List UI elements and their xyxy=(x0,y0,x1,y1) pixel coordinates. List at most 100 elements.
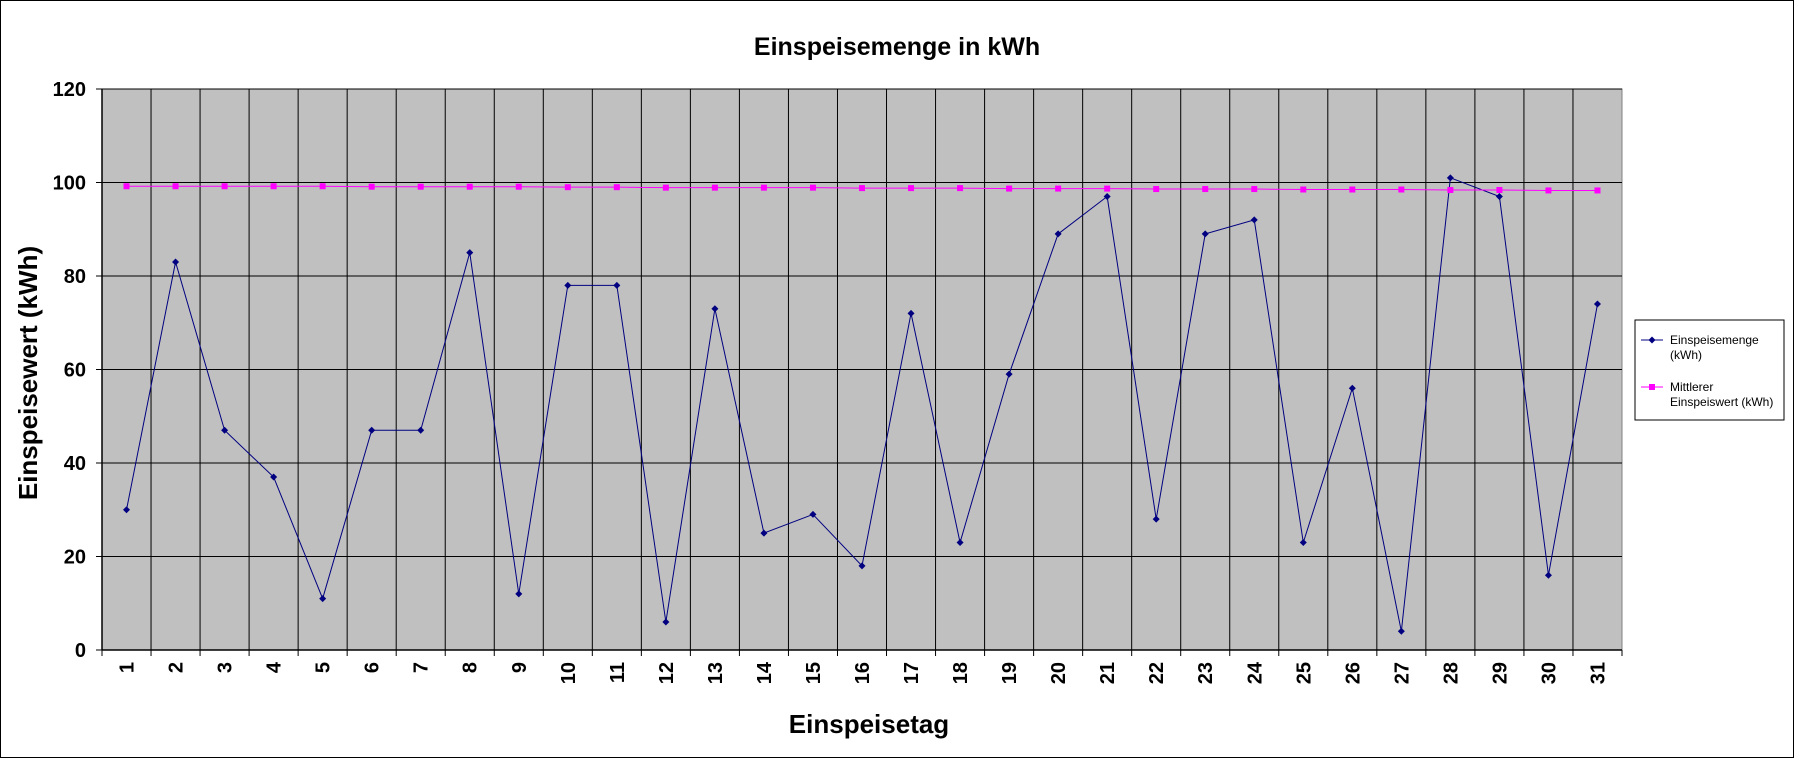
data-point xyxy=(123,183,130,190)
x-tick-label: 28 xyxy=(1440,662,1462,684)
data-point xyxy=(1496,186,1503,193)
data-point xyxy=(1398,186,1405,193)
legend-label: Einspeisemenge xyxy=(1670,333,1759,347)
data-point xyxy=(908,185,915,192)
legend-entry-1: Einspeisemenge(kWh) xyxy=(1641,333,1759,362)
x-tick-label: 13 xyxy=(705,662,727,684)
x-tick-label: 11 xyxy=(607,662,629,683)
x-tick-label: 23 xyxy=(1195,662,1217,684)
data-point xyxy=(466,183,473,190)
data-point xyxy=(711,305,719,313)
data-point xyxy=(368,426,376,434)
data-point xyxy=(711,184,718,191)
x-tick-label: 17 xyxy=(901,662,923,684)
data-point xyxy=(613,184,620,191)
data-point xyxy=(809,184,816,191)
data-point xyxy=(760,184,767,191)
y-tick-label: 120 xyxy=(53,79,86,101)
data-point xyxy=(1251,186,1258,193)
x-tick-label: 6 xyxy=(362,662,384,673)
y-axis-title: Einspeisewert (kWh) xyxy=(13,246,43,500)
data-point xyxy=(172,258,180,266)
data-point xyxy=(858,562,866,570)
x-tick-label: 25 xyxy=(1293,662,1315,684)
data-point xyxy=(515,183,522,190)
x-tick-label: 24 xyxy=(1244,661,1266,684)
x-tick-label: 14 xyxy=(754,661,776,684)
data-point xyxy=(809,510,817,518)
legend-label: Mittlerer xyxy=(1670,380,1713,394)
chart-title: Einspeisemenge in kWh xyxy=(754,33,1040,61)
series-2 xyxy=(123,183,1601,194)
x-tick-label: 15 xyxy=(803,662,825,684)
data-point xyxy=(1495,193,1503,201)
data-point xyxy=(123,506,131,514)
legend-label: Einspeiswert (kWh) xyxy=(1670,395,1773,409)
data-point xyxy=(172,183,179,190)
legend: Einspeisemenge(kWh) MittlererEinspeiswert… xyxy=(1634,319,1785,421)
x-tick-label: 20 xyxy=(1048,662,1070,684)
y-tick-label: 100 xyxy=(53,173,86,195)
data-point xyxy=(319,183,326,190)
x-tick-label: 2 xyxy=(166,662,188,673)
y-tick-label: 40 xyxy=(64,453,86,475)
x-tick-label: 29 xyxy=(1489,662,1511,684)
x-tick-label: 7 xyxy=(411,662,433,673)
x-tick-label: 18 xyxy=(950,662,972,684)
x-tick-label: 19 xyxy=(999,662,1021,684)
x-tick-label: 5 xyxy=(313,662,335,673)
data-point xyxy=(417,426,425,434)
data-point xyxy=(907,309,915,317)
data-point xyxy=(1005,370,1013,378)
x-tick-label: 12 xyxy=(656,662,678,684)
data-point xyxy=(1300,186,1307,193)
data-point xyxy=(1349,186,1356,193)
data-point xyxy=(1593,300,1601,308)
y-tick-label: 0 xyxy=(75,640,86,662)
x-tick-label: 1 xyxy=(117,662,139,673)
x-tick-label: 4 xyxy=(264,661,286,673)
x-tick-label: 10 xyxy=(558,662,580,684)
data-point xyxy=(1055,185,1062,192)
data-point xyxy=(221,426,229,434)
data-point xyxy=(760,529,768,537)
x-tick-label: 8 xyxy=(460,662,482,673)
legend-label: (kWh) xyxy=(1670,348,1702,362)
x-tick-label: 30 xyxy=(1538,662,1560,684)
data-point xyxy=(662,184,669,191)
data-point xyxy=(1152,515,1160,523)
data-point xyxy=(564,281,572,289)
data-point xyxy=(1544,571,1552,579)
data-point xyxy=(1054,230,1062,238)
data-point xyxy=(368,183,375,190)
x-tick-label: 21 xyxy=(1097,662,1119,684)
data-point xyxy=(1594,187,1601,194)
data-point xyxy=(1397,627,1405,635)
data-point xyxy=(1202,186,1209,193)
data-point xyxy=(466,249,474,257)
y-tick-label: 20 xyxy=(64,547,86,569)
y-tick-label: 80 xyxy=(64,266,86,288)
data-point xyxy=(515,590,523,598)
series-1 xyxy=(123,174,1601,635)
data-point xyxy=(564,184,571,191)
x-tick-label: 16 xyxy=(852,662,874,684)
x-tick-label: 27 xyxy=(1391,662,1413,684)
data-point xyxy=(417,183,424,190)
data-point xyxy=(957,185,964,192)
y-tick-label: 60 xyxy=(64,360,86,382)
x-tick-label: 31 xyxy=(1587,662,1609,684)
legend-box xyxy=(1634,319,1785,421)
data-point xyxy=(1299,538,1307,546)
data-point xyxy=(1153,186,1160,193)
data-point xyxy=(1348,384,1356,392)
x-tick-label: 26 xyxy=(1342,662,1364,684)
data-point xyxy=(270,183,277,190)
data-point xyxy=(1250,216,1258,224)
data-point xyxy=(319,595,327,603)
legend-marker xyxy=(1649,384,1655,390)
data-point xyxy=(1201,230,1209,238)
